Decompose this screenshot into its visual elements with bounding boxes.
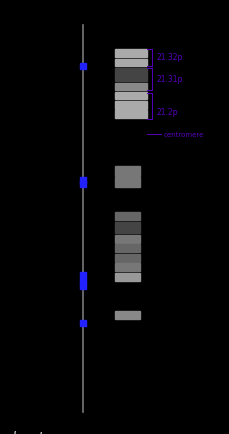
Text: 21.2p: 21.2p xyxy=(156,108,177,116)
Bar xyxy=(114,264,140,272)
Bar xyxy=(114,111,147,118)
Bar xyxy=(114,254,140,262)
Bar xyxy=(114,273,140,281)
Bar xyxy=(114,312,140,319)
Text: centromere: centromere xyxy=(163,132,203,138)
Bar xyxy=(114,92,147,100)
Bar xyxy=(114,223,140,233)
Text: zhentun.com: zhentun.com xyxy=(5,430,94,434)
Text: 21.31p: 21.31p xyxy=(156,75,182,83)
Bar xyxy=(114,235,140,243)
Text: 21.32p: 21.32p xyxy=(156,53,182,62)
Bar xyxy=(114,59,147,67)
Bar xyxy=(114,245,140,253)
Bar xyxy=(114,69,147,82)
Bar xyxy=(114,83,147,91)
Bar xyxy=(114,167,140,177)
Bar xyxy=(114,213,140,220)
Bar xyxy=(114,102,147,109)
Bar xyxy=(114,178,140,187)
Bar xyxy=(114,50,147,58)
